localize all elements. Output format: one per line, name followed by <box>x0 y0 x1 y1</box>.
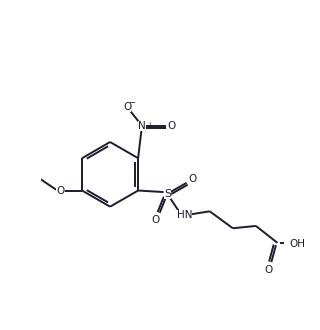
Text: OH: OH <box>290 240 306 249</box>
Text: HN: HN <box>177 210 192 220</box>
Text: O: O <box>188 174 196 184</box>
Text: O: O <box>264 265 272 275</box>
Text: S: S <box>164 189 171 199</box>
Text: N: N <box>138 121 146 131</box>
Text: −: − <box>128 98 135 107</box>
Text: O: O <box>151 215 159 225</box>
Text: +: + <box>146 120 152 130</box>
Text: O: O <box>56 185 65 195</box>
Text: O: O <box>168 121 176 131</box>
Text: O: O <box>123 102 132 112</box>
